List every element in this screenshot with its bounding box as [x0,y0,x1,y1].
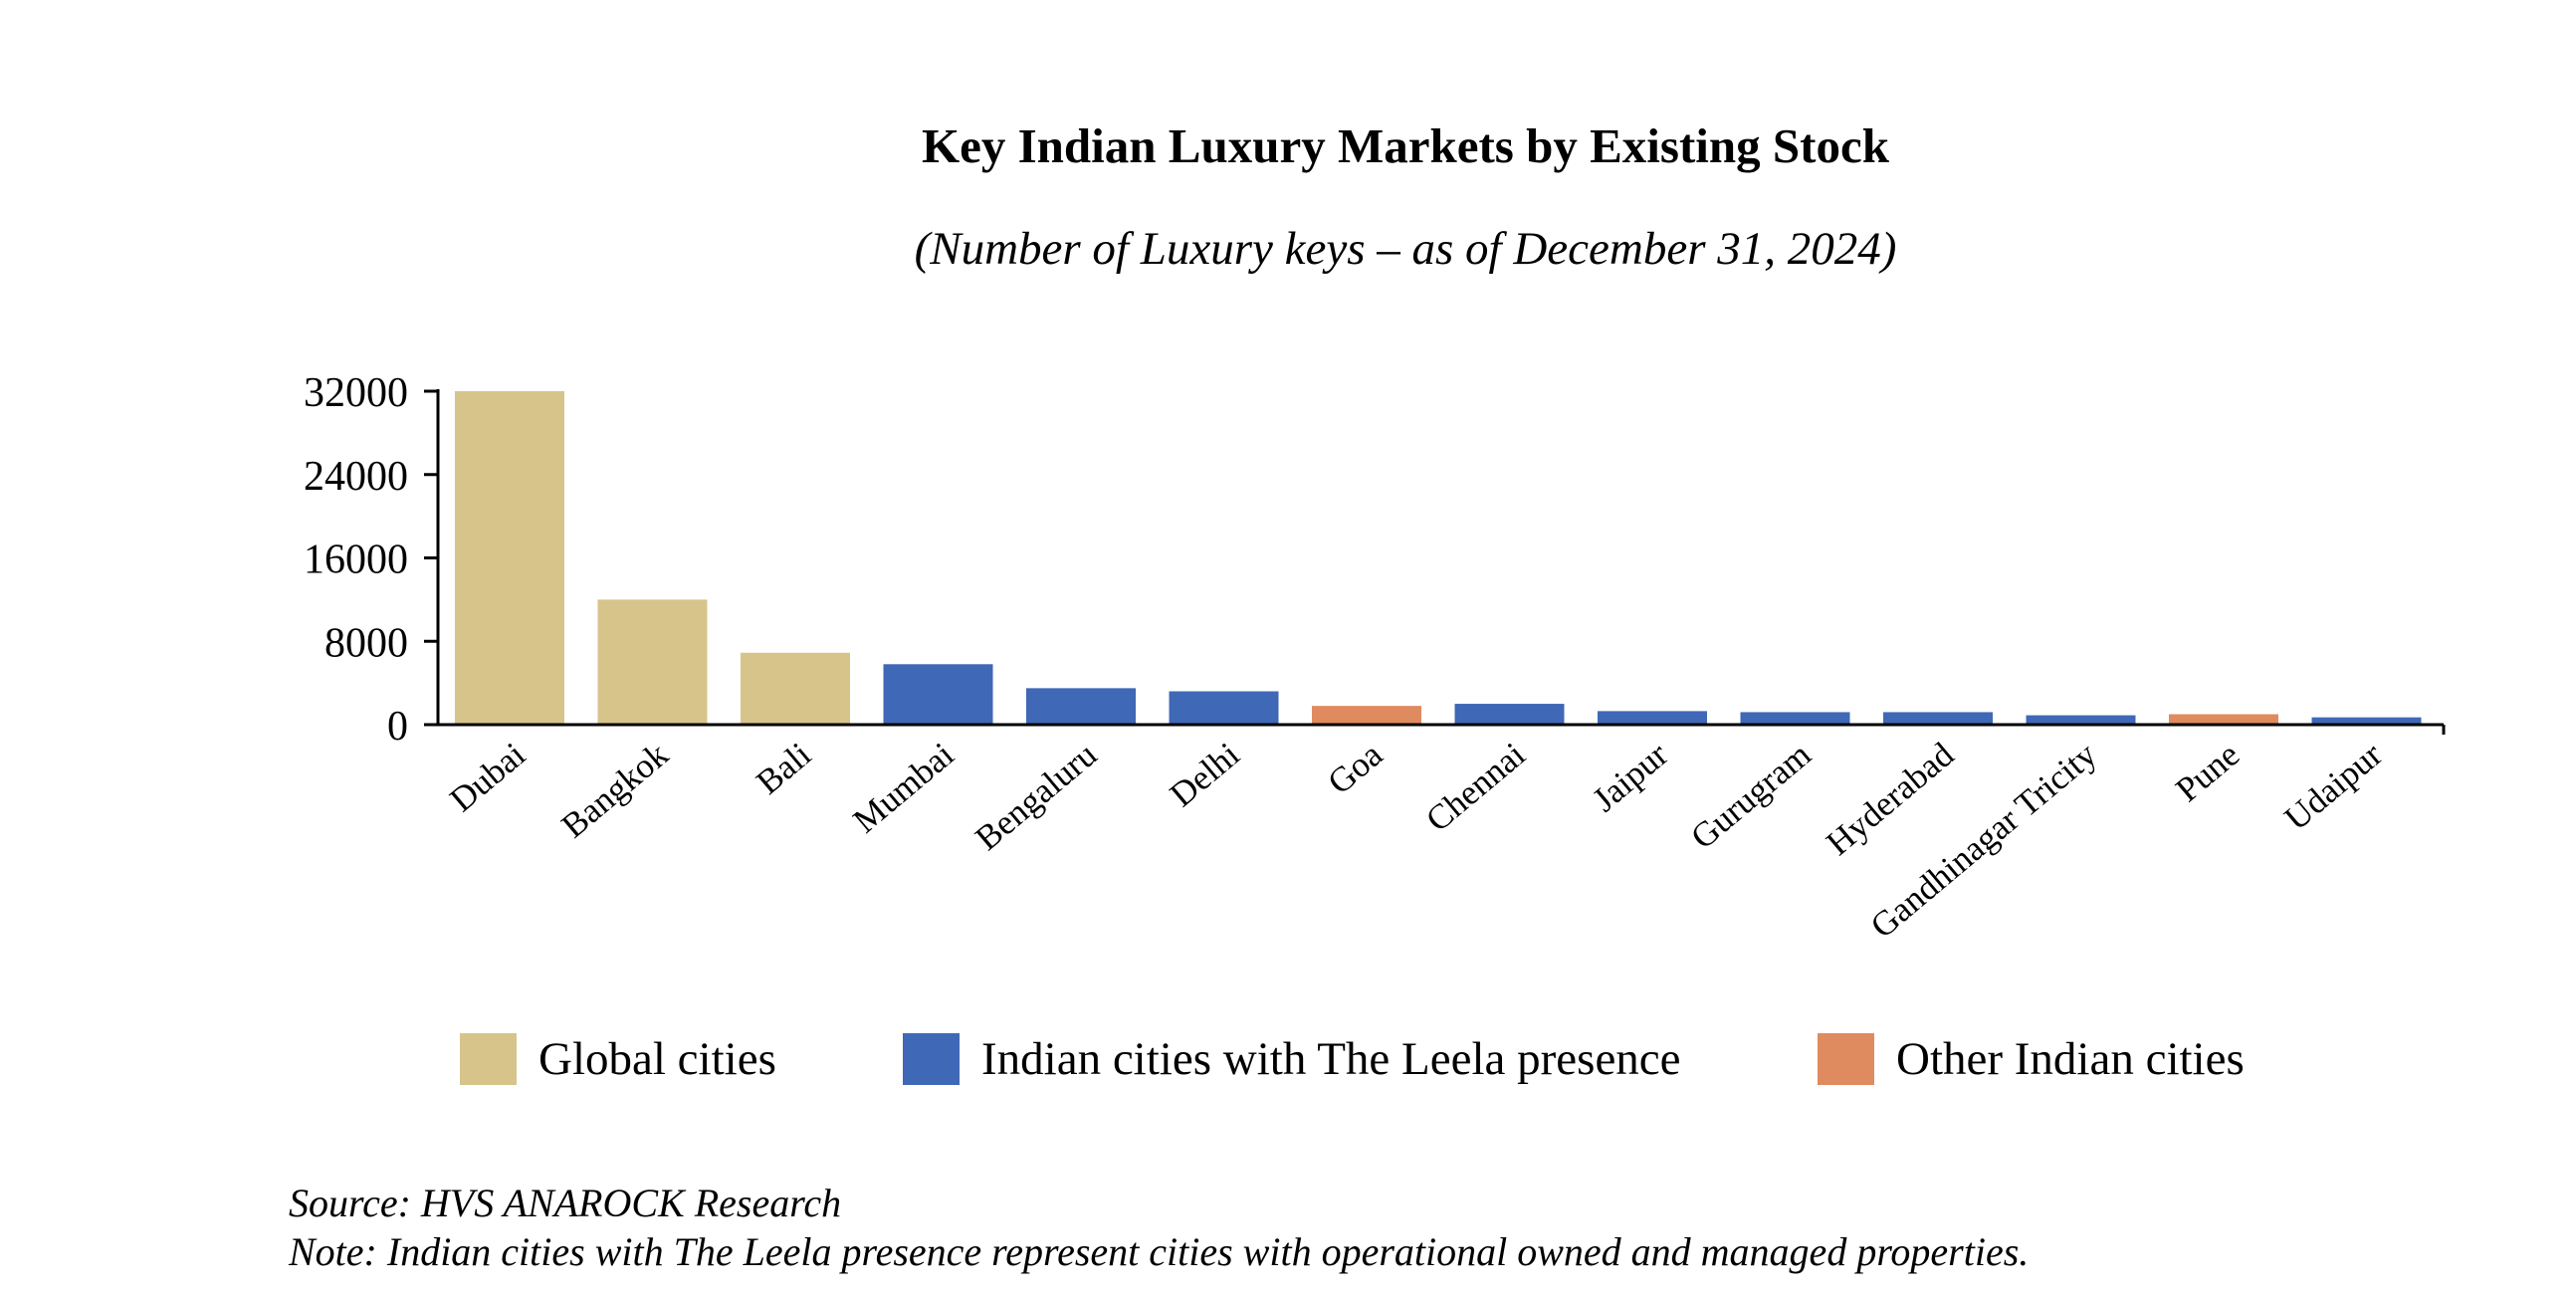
y-tick-label: 32000 [304,370,408,416]
x-tick-label: Chennai [1418,735,1533,839]
bar-bali [741,652,850,725]
footnotes: Source: HVS ANAROCK Research Note: India… [289,1179,2029,1276]
legend-swatch [903,1033,960,1085]
legend-label: Global cities [538,1033,776,1085]
bar-mumbai [883,664,993,725]
legend-swatch [1818,1033,1874,1085]
bar-udaipur [2311,717,2422,725]
bar-delhi [1169,691,1279,725]
y-tick-label: 8000 [324,620,408,666]
bar-hyderabad [1883,712,1993,725]
x-tick-label: Dubai [443,735,534,819]
legend-label: Indian cities with The Leela presence [981,1033,1681,1085]
bars [455,391,2422,725]
bar-pune [2169,714,2278,725]
legend-item-global: Global cities [460,1033,776,1085]
y-axis: 0 8000 16000 24000 32000 [304,370,440,750]
bar-bengaluru [1026,688,1136,725]
legend-item-other: Other Indian cities [1818,1033,2245,1085]
y-tick-label: 24000 [304,454,408,500]
x-tick-label: Pune [2168,735,2247,809]
chart-title: Key Indian Luxury Markets by Existing St… [922,118,1889,173]
legend-label: Other Indian cities [1896,1033,2245,1085]
x-tick-label: Gurugram [1683,735,1818,856]
x-tick-label: Bengaluru [967,735,1104,858]
x-tick-label: Goa [1320,735,1390,802]
bar-jaipur [1598,711,1707,725]
x-tick-label: Mumbai [846,735,962,840]
source-note: Source: HVS ANAROCK Research [289,1181,842,1225]
x-tick-label: Bangkok [554,735,676,845]
legend-swatch [460,1033,517,1085]
bar-goa [1312,706,1421,725]
x-axis: Dubai Bangkok Bali Mumbai Bengaluru Delhi Goa C… [438,723,2446,946]
bar-dubai [455,391,564,725]
x-tick-label: Jaipur [1586,735,1676,819]
x-tick-label: Delhi [1163,735,1247,814]
bar-bangkok [597,599,708,725]
legend-item-leela: Indian cities with The Leela presence [903,1033,1681,1085]
bar-chennai [1454,704,1565,725]
leela-note: Note: Indian cities with The Leela prese… [289,1229,2030,1274]
y-tick-label: 0 [387,704,408,750]
bar-gandhinagar-tricity [2026,715,2136,725]
x-tick-label: Udaipur [2277,735,2390,838]
x-tick-label: Hyderabad [1819,735,1961,863]
chart-subtitle: (Number of Luxury keys – as of December … [914,223,1897,275]
y-tick-label: 16000 [304,538,408,583]
x-tick-label: Bali [749,735,818,802]
bar-gurugram [1740,712,1850,725]
bar-chart: 0 8000 16000 24000 32000 Dubai Bangkok Bali Mum… [304,370,2446,946]
